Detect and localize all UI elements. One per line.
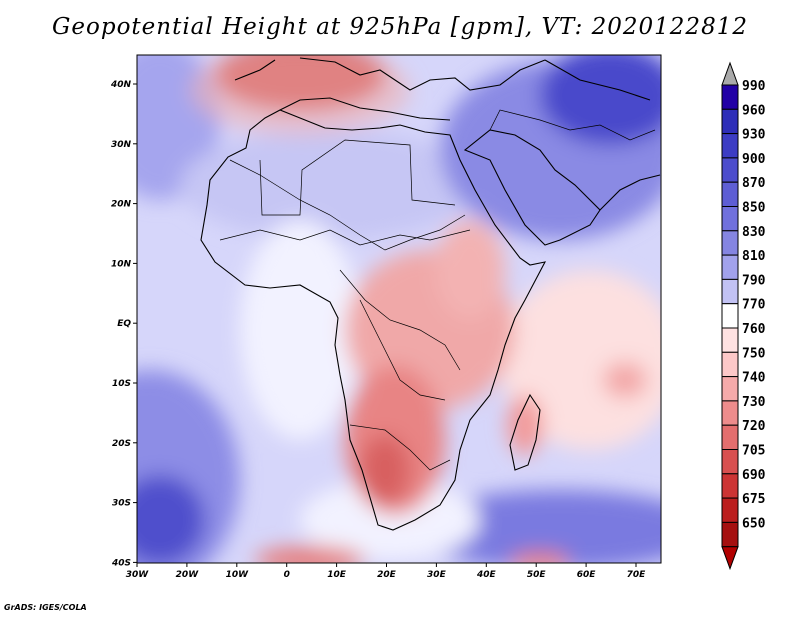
colorbar-swatch-810 [721, 254, 739, 280]
field-south-low-1 [255, 546, 365, 563]
credit-text: GrADS: IGES/COLA [4, 603, 87, 612]
lat-tick-label-1: 30N [111, 140, 132, 150]
colorbar-label-930: 930 [742, 128, 766, 143]
lat-tick-label-2: 20N [111, 200, 132, 210]
map-field [137, 55, 661, 563]
colorbar-bottom-arrow [721, 546, 739, 571]
field-east-africa [435, 220, 505, 320]
lon-tick-label-0: 30W [126, 570, 150, 580]
coastline-mediterranean [279, 97, 451, 121]
lon-tick-label-4: 10E [327, 570, 347, 580]
colorbar-label-810: 810 [742, 249, 766, 264]
colorbar-swatch-650 [721, 521, 739, 548]
lat-tick-label-6: 20S [112, 439, 131, 449]
colorbar-swatch-870 [721, 181, 739, 207]
colorbar-label-675: 675 [742, 492, 765, 507]
colorbar-label-705: 705 [742, 444, 765, 459]
colorbar-swatch-720 [721, 424, 739, 451]
field-white-belt-west [240, 220, 360, 440]
border-drc [359, 299, 446, 401]
field-kalahari [360, 435, 410, 505]
colorbar-label-790: 790 [742, 273, 766, 288]
colorbar-label-770: 770 [742, 298, 766, 313]
colorbar-swatch-790 [721, 278, 739, 305]
field-indian-ocean [500, 270, 661, 450]
lat-tick-label-7: 30S [112, 499, 131, 509]
colorbar-swatch-705 [721, 449, 739, 475]
lon-tick-label-5: 20E [377, 570, 397, 580]
lon-tick-label-3: 0 [284, 570, 290, 580]
border-central [339, 269, 461, 371]
lat-tick-label-0: 40N [110, 80, 132, 90]
colorbar-swatch-770 [721, 303, 739, 329]
colorbar-label-830: 830 [742, 225, 766, 240]
lat-tick-label-5: 10S [112, 379, 131, 389]
lon-tick-label-8: 50E [527, 570, 547, 580]
colorbar-label-760: 760 [742, 322, 766, 337]
colorbar-swatch-830 [721, 230, 739, 256]
colorbar-label-900: 900 [742, 152, 766, 167]
coastline-asia [544, 59, 661, 211]
field-indian-ocean-low [603, 362, 647, 398]
coastline-arabia [463, 129, 601, 246]
colorbar-label-850: 850 [742, 201, 766, 216]
lon-tick-label-6: 30E [427, 570, 447, 580]
colorbar: 990 960 930 900 870 850 830 810 790 770 760 750 740 7… [721, 61, 766, 571]
colorbar-swatch-990 [721, 84, 739, 110]
colorbar-swatch-675 [721, 497, 739, 523]
colorbar-label-740: 740 [742, 371, 766, 386]
border-west [259, 139, 456, 216]
lat-tick-label-4: EQ [117, 319, 131, 329]
colorbar-label-750: 750 [742, 346, 766, 361]
colorbar-label-690: 690 [742, 468, 766, 483]
colorbar-label-960: 960 [742, 103, 766, 118]
colorbar-swatch-690 [721, 473, 739, 499]
colorbar-top-arrow [721, 61, 739, 86]
lon-tick-label-2: 10W [226, 570, 250, 580]
lon-tick-label-9: 60E [577, 570, 597, 580]
colorbar-swatch-850 [721, 206, 739, 232]
border-south [349, 424, 451, 471]
borders [219, 109, 656, 471]
lon-tick-label-7: 40E [476, 570, 497, 580]
colorbar-swatch-760 [721, 327, 739, 353]
chart-title: Geopotential Height at 925hPa [gpm], VT:… [52, 14, 748, 40]
field-sahara [180, 130, 480, 240]
map-frame [136, 54, 662, 564]
field-europe-halo [190, 55, 410, 135]
coastline-madagascar [509, 393, 541, 471]
coastline-europe [234, 57, 546, 91]
colorbar-label-730: 730 [742, 395, 766, 410]
coastlines [200, 57, 661, 531]
colorbar-swatch-960 [721, 108, 739, 135]
axis-ticks: 30W 20W 10W 0 10E 20E 30E 40E 50E 60E 70E 40N 30N 20N… [110, 80, 646, 580]
border-sahel [219, 229, 471, 246]
colorbar-swatch-730 [721, 400, 739, 426]
lat-tick-label-3: 10N [111, 259, 132, 269]
colorbar-swatch-900 [721, 157, 739, 183]
colorbar-swatch-740 [721, 376, 739, 402]
colorbar-swatch-930 [721, 133, 739, 159]
coastline-africa [200, 109, 547, 531]
lat-tick-label-8: 40S [111, 558, 131, 568]
field-atlantic-sw [137, 475, 205, 563]
field-south-low-2 [510, 552, 570, 563]
colorbar-label-650: 650 [742, 516, 766, 531]
colorbar-label-870: 870 [742, 176, 766, 191]
field-asia-dark [540, 55, 661, 145]
border-sahara [229, 159, 466, 251]
colorbar-swatch-750 [721, 351, 739, 378]
colorbar-label-720: 720 [742, 419, 766, 434]
field-white-belt-south [300, 480, 480, 560]
lon-tick-label-10: 70E [627, 570, 647, 580]
colorbar-label-990: 990 [742, 79, 766, 94]
field-madagascar [507, 395, 543, 455]
border-middle-east [489, 109, 656, 141]
lon-tick-label-1: 20W [176, 570, 200, 580]
